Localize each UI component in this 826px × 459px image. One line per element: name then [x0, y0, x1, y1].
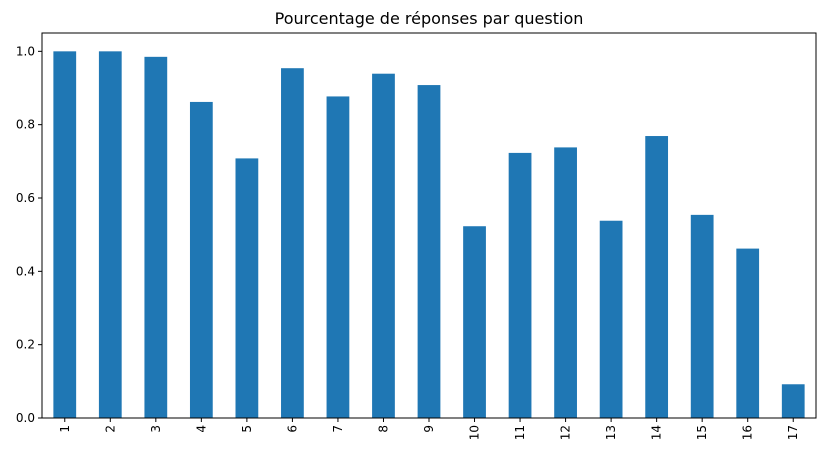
- y-tick-label: 0.8: [16, 118, 35, 132]
- y-tick-label: 0.4: [16, 264, 35, 278]
- x-tick-label: 15: [695, 425, 709, 440]
- x-tick-label: 11: [513, 425, 527, 440]
- x-tick-label: 13: [604, 425, 618, 440]
- y-tick-label: 0.6: [16, 191, 35, 205]
- chart-title: Pourcentage de réponses par question: [275, 9, 584, 28]
- bar-11: [508, 152, 532, 418]
- x-tick-label: 17: [786, 425, 800, 440]
- bars-layer: [53, 51, 805, 419]
- bar-7: [326, 96, 350, 418]
- x-tick-label: 10: [468, 425, 482, 440]
- bar-1: [53, 51, 77, 418]
- plot-frame: [41, 32, 817, 419]
- bar-2: [98, 51, 122, 418]
- bar-14: [645, 136, 669, 419]
- bar-13: [599, 220, 623, 418]
- x-tick-label: 3: [149, 425, 163, 433]
- bar-9: [417, 85, 441, 419]
- x-tick-label: 16: [741, 425, 755, 440]
- x-tick-label: 8: [376, 425, 390, 433]
- x-tick-label: 4: [194, 425, 208, 433]
- x-tick-label: 6: [285, 425, 299, 433]
- x-tick-label: 1: [58, 425, 72, 433]
- x-tick-label: 2: [103, 425, 117, 433]
- bar-17: [781, 384, 805, 418]
- bar-15: [690, 214, 714, 418]
- bar-4: [189, 101, 213, 418]
- x-tick-label: 7: [331, 425, 345, 433]
- bar-12: [554, 147, 577, 418]
- x-axis: 1 2 3 4 5 6 7 8 9 10 11 12 13 14 15 16 17: [58, 418, 800, 440]
- x-tick-label: 12: [559, 425, 573, 440]
- bar-6: [281, 68, 304, 418]
- y-tick-label: 0.0: [16, 411, 35, 425]
- y-axis: 0.0 0.2 0.4 0.6 0.8 1.0: [16, 44, 42, 425]
- bar-5: [235, 158, 259, 418]
- x-tick-label: 5: [240, 425, 254, 433]
- y-tick-label: 0.2: [16, 338, 35, 352]
- x-tick-label: 14: [650, 425, 664, 440]
- bar-16: [736, 248, 760, 418]
- y-tick-label: 1.0: [16, 44, 35, 58]
- bar-10: [463, 226, 486, 418]
- bar-8: [372, 73, 395, 418]
- bar-3: [144, 56, 168, 418]
- x-tick-label: 9: [422, 425, 436, 433]
